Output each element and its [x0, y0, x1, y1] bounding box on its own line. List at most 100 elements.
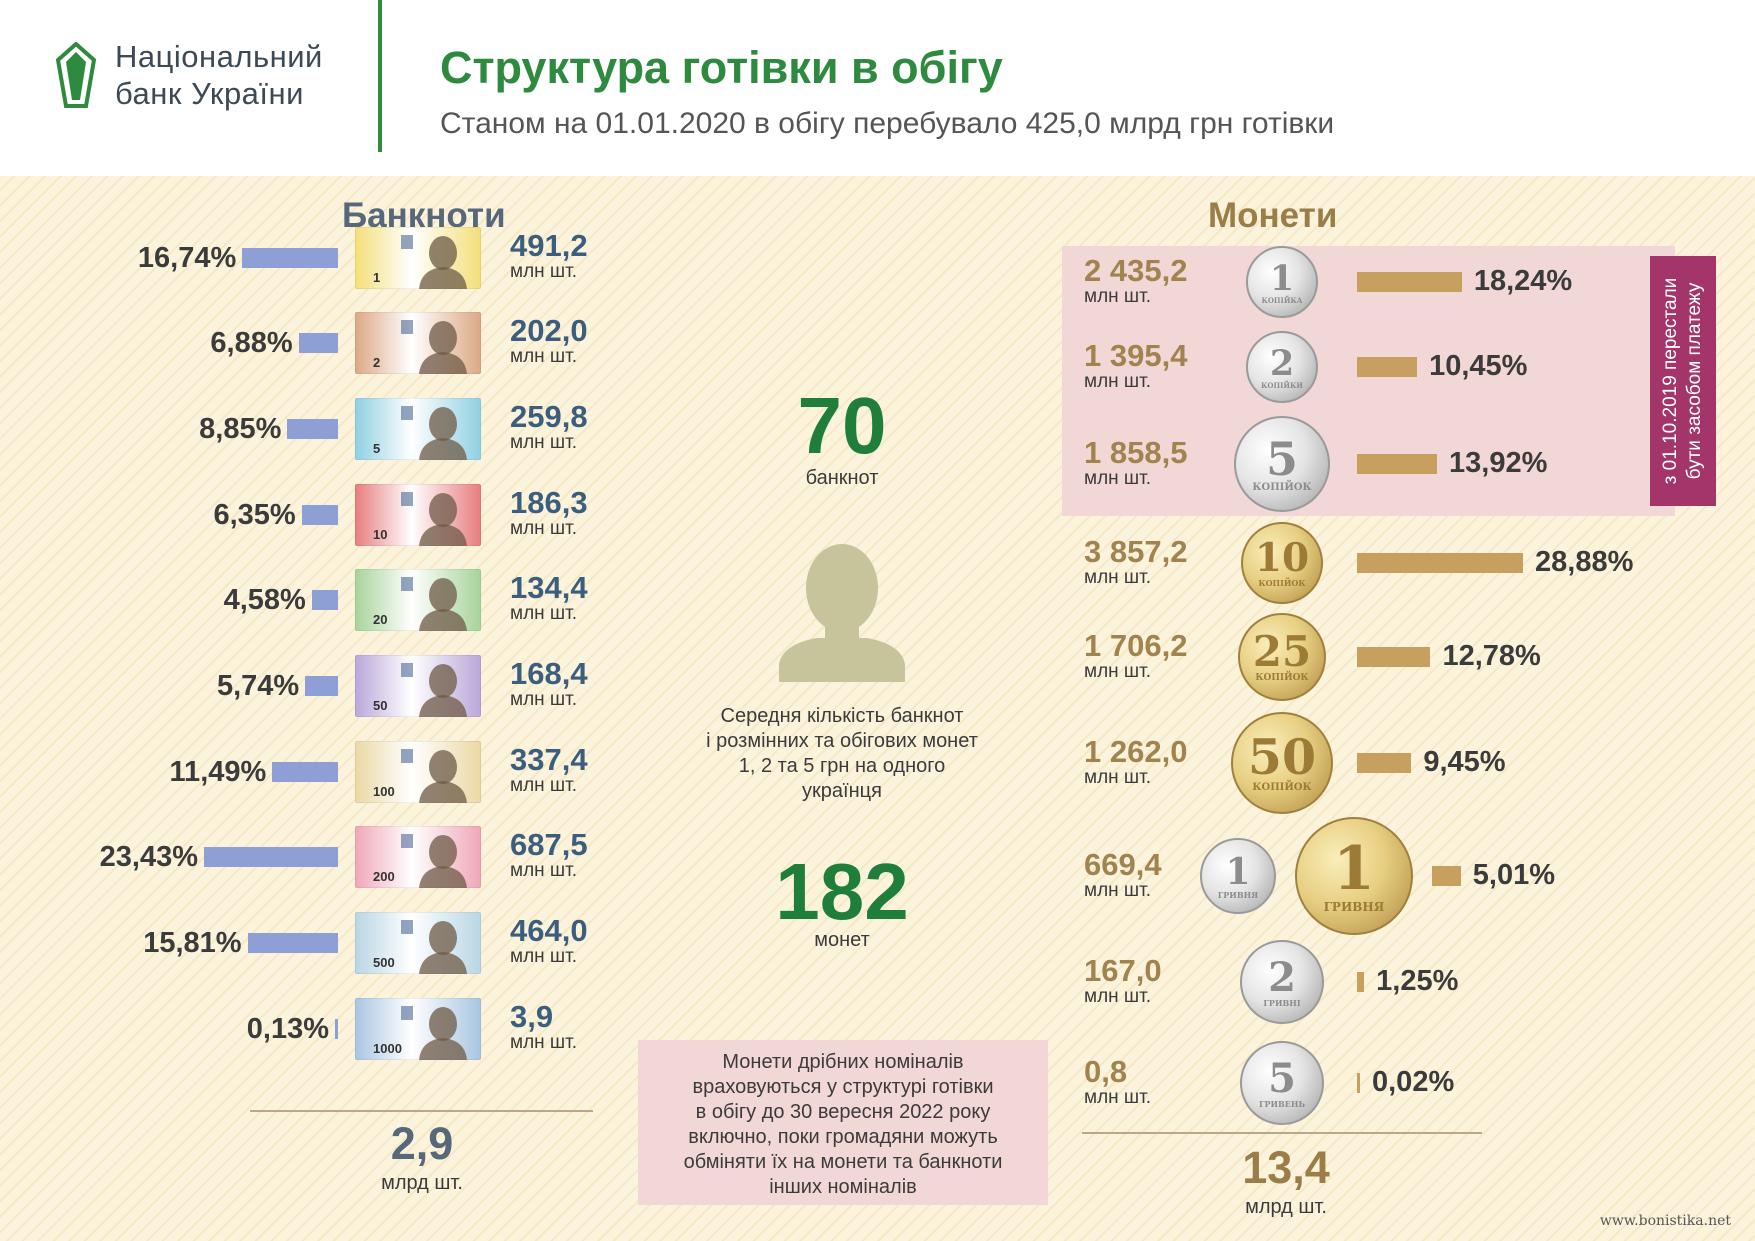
coin-share-pct: 13,92% [1449, 447, 1548, 479]
banknote-image: 100 [355, 741, 481, 803]
banknote-count: 337,4 [510, 742, 588, 777]
coin-share-pct: 9,45% [1423, 746, 1506, 778]
coin-count: 3 857,2 [1084, 534, 1188, 569]
coin-face-value: 1 [1269, 257, 1295, 299]
coin-image: 10 КОПІЙОК [1241, 522, 1323, 604]
banknote-count: 202,0 [510, 313, 588, 348]
banknote-denomination: 1000 [373, 1041, 402, 1056]
banknote-denomination: 200 [373, 869, 395, 884]
banknote-count-unit: млн шт. [510, 860, 578, 881]
coins-per-person: 182 [775, 847, 909, 936]
banknote-share-pct: 4,58% [223, 584, 306, 616]
coin-share-bar [1357, 454, 1437, 474]
header: Національний банк України Структура готі… [0, 0, 1755, 176]
banknote-count: 491,2 [510, 228, 588, 263]
banknotes-total-unit: млрд шт. [381, 1172, 463, 1194]
coin-image: 50 КОПІЙОК [1231, 712, 1333, 814]
banknote-denomination: 5 [373, 441, 381, 456]
banknote-count: 464,0 [510, 913, 588, 948]
coin-face-label: КОПІЙКА [1261, 295, 1303, 305]
coin-image: 1 ГРИВНЯ [1200, 838, 1276, 914]
banknote-row: 0,13% 1000 3,9 млн шт. [0, 994, 620, 1064]
coin-count: 167,0 [1084, 953, 1162, 988]
average-description: Середня кількість банкнот і розмінних та… [666, 704, 1018, 804]
coin-count: 1 858,5 [1084, 435, 1188, 470]
banknote-share-bar [298, 333, 338, 353]
coin-count-unit: млн шт. [1084, 880, 1152, 901]
banknote-row: 11,49% 100 337,4 млн шт. [0, 737, 620, 807]
banknote-denomination: 100 [373, 784, 395, 799]
coin-face-value: 50 [1247, 728, 1317, 786]
coin-share-bar [1357, 553, 1523, 573]
coin-face-label: ГРИВНІ [1263, 997, 1301, 1008]
coin-share-bar [1357, 647, 1431, 667]
banknote-portrait-icon [355, 741, 481, 803]
banknote-count: 3,9 [510, 999, 554, 1034]
coin-face-label: ГРИВЕНЬ [1258, 1098, 1306, 1109]
coin-share-bar [1357, 272, 1462, 292]
banknote-portrait-icon [355, 312, 481, 374]
old-hryvnia-coin-image: 1 ГРИВНЯ [1295, 817, 1413, 935]
coin-face-value: 2 [1269, 342, 1295, 384]
banknote-count: 687,5 [510, 827, 588, 862]
coin-image: 2 ГРИВНІ [1240, 940, 1324, 1024]
banknote-portrait-icon [355, 655, 481, 717]
banknotes-per-person-label: банкнот [805, 467, 879, 489]
coin-count: 1 706,2 [1084, 628, 1188, 663]
bank-name: Національний банк України [115, 38, 323, 112]
banknote-row: 23,43% 200 687,5 млн шт. [0, 822, 620, 892]
banknote-portrait-icon [355, 912, 481, 974]
banknote-denomination: 500 [373, 955, 395, 970]
banknote-share-pct: 16,74% [137, 242, 237, 274]
coin-face-label: ГРИВНЯ [1217, 889, 1259, 900]
banknote-portrait-icon [355, 484, 481, 546]
withdrawn-note-line2: бути засобом платежу [1684, 282, 1705, 480]
coin-image: 1 КОПІЙКА [1246, 246, 1318, 318]
banknote-share-bar [247, 933, 338, 953]
banknote-share-pct: 6,35% [213, 499, 296, 531]
banknote-row: 15,81% 500 464,0 млн шт. [0, 908, 620, 978]
banknote-count-unit: млн шт. [510, 775, 578, 796]
small-coins-note-line4: включно, поки громадяни можуть [688, 1126, 998, 1148]
coin-share-bar [1357, 753, 1412, 773]
small-coins-note-line5: обміняти їх на монети та банкноти [683, 1151, 1003, 1173]
coin-face-label: КОПІЙОК [1252, 782, 1312, 793]
banknote-image: 10 [355, 484, 481, 546]
banknote-portrait-icon [355, 227, 481, 289]
withdrawn-note-line1: з 01.10.2019 перестали [1660, 277, 1681, 485]
banknote-share-pct: 8,85% [199, 413, 282, 445]
coin-share-bar [1357, 357, 1418, 377]
banknote-portrait-icon [355, 998, 481, 1060]
coin-image: 2 КОПІЙКИ [1246, 331, 1318, 403]
banknote-count-unit: млн шт. [510, 946, 578, 967]
coin-face-value: 5 [1265, 431, 1298, 486]
banknote-portrait-icon [355, 398, 481, 460]
banknote-share-bar [287, 419, 338, 439]
coin-share-pct: 0,02% [1372, 1066, 1455, 1098]
banknote-portrait-icon [355, 826, 481, 888]
small-coins-note: Монети дрібних номіналів враховуються у … [638, 1040, 1048, 1205]
coin-face-value: 10 [1254, 535, 1310, 581]
coin-face-label: КОПІЙОК [1258, 578, 1306, 588]
page-subtitle: Станом на 01.01.2020 в обігу перебувало … [440, 107, 1335, 140]
banknote-share-bar [311, 590, 338, 610]
banknote-row: 8,85% 5 259,8 млн шт. [0, 394, 620, 464]
banknote-share-bar [335, 1019, 338, 1039]
coin-share-pct: 10,45% [1429, 350, 1528, 382]
coin-face-label: КОПІЙКИ [1261, 380, 1303, 390]
coin-count: 2 435,2 [1084, 253, 1188, 288]
banknote-row: 16,74% 1 491,2 млн шт. [0, 223, 620, 293]
coin-share-bar [1432, 866, 1461, 886]
banknote-count: 259,8 [510, 399, 588, 434]
banknote-count-unit: млн шт. [510, 518, 578, 539]
banknote-count: 186,3 [510, 485, 588, 520]
coin-share-pct: 18,24% [1473, 265, 1573, 297]
small-coins-note-line3: в обігу до 30 вересня 2022 року [695, 1101, 991, 1123]
banknotes-total-line [250, 1110, 593, 1112]
banknote-denomination: 20 [373, 612, 388, 627]
banknote-share-pct: 5,74% [216, 670, 300, 702]
coins-total: 13,4 [1242, 1142, 1330, 1193]
banknote-image: 5 [355, 398, 481, 460]
coin-share-pct: 28,88% [1535, 546, 1634, 578]
coin-count: 0,8 [1084, 1054, 1128, 1089]
